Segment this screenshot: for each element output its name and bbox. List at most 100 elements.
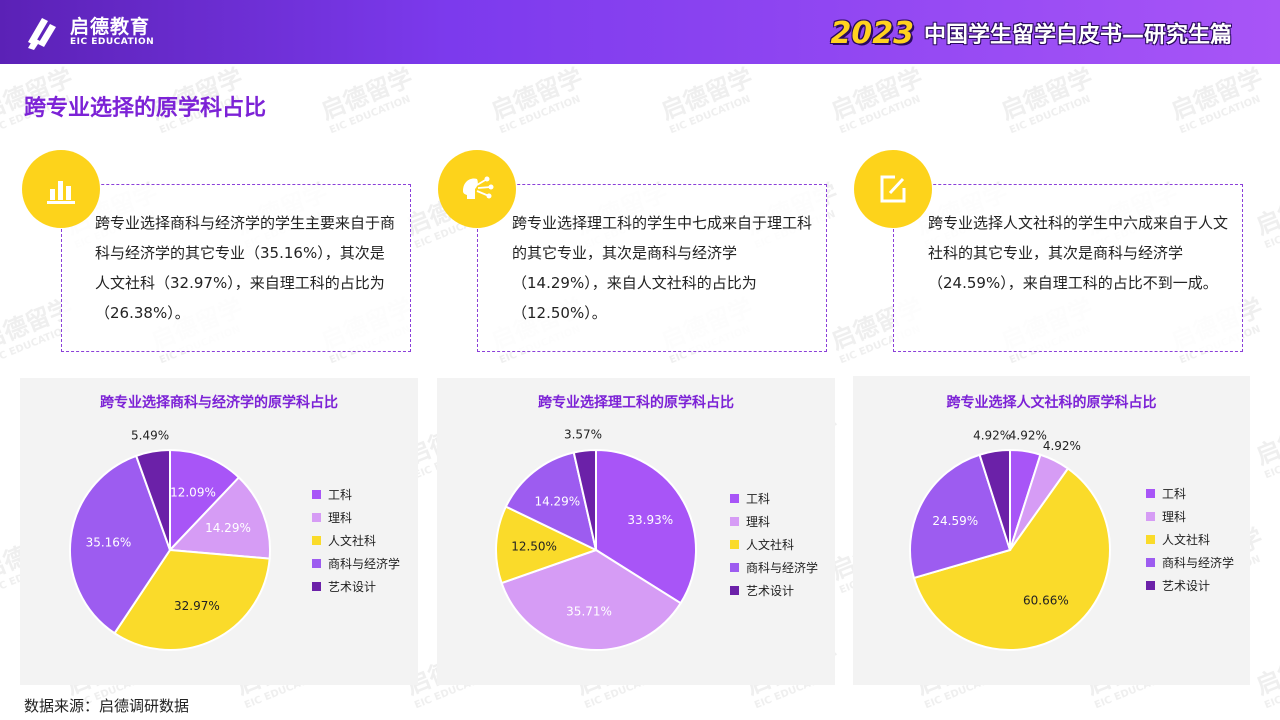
legend-label: 工科	[328, 488, 353, 502]
legend-item-humanities-1: 理科	[1146, 505, 1234, 528]
legend-label: 理科	[328, 511, 353, 525]
pie-slice-stem-1	[500, 548, 683, 651]
legend-swatch	[312, 582, 321, 591]
legend-swatch	[1146, 535, 1155, 544]
pie-slice-stem-4	[572, 448, 597, 551]
legend-label: 艺术设计	[746, 584, 795, 598]
legend-swatch	[312, 536, 321, 545]
legend-swatch	[1146, 558, 1155, 567]
brain-network-icon	[463, 176, 494, 199]
pie-label-business-1: 14.29%	[205, 521, 251, 535]
legend-label: 商科与经济学	[1162, 556, 1235, 570]
legend-item-stem-0: 工科	[730, 487, 818, 510]
pie-label-stem-2: 12.50%	[511, 540, 557, 554]
chart-title-humanities: 跨专业选择人文社科的原学科占比	[946, 395, 1157, 411]
report-title: 2023 中国学生留学白皮书—研究生篇	[830, 14, 1232, 52]
pie-label-humanities-0: 4.92%	[1009, 428, 1047, 442]
pie-label-business-4: 5.49%	[131, 429, 169, 443]
legend-label: 工科	[746, 492, 771, 506]
report-title-text: 中国学生留学白皮书—研究生篇	[923, 23, 1232, 48]
legend-label: 人文社科	[1162, 533, 1211, 547]
legend-label: 人文社科	[746, 538, 795, 552]
description-box-humanities	[893, 184, 1243, 352]
edit-icon	[880, 175, 906, 203]
pie-slice-stem-2	[495, 505, 599, 585]
pie-slice-business-2	[113, 548, 271, 651]
pie-label-business-0: 12.09%	[170, 485, 216, 499]
pie-slice-humanities-2	[912, 467, 1111, 651]
legend-item-business-1: 理科	[312, 506, 400, 529]
chart-title-business: 跨专业选择商科与经济学的原学科占比	[100, 395, 338, 411]
card-icon-stem	[438, 150, 516, 228]
legend-item-humanities-4: 艺术设计	[1146, 574, 1234, 597]
legend-item-business-4: 艺术设计	[312, 575, 400, 598]
pie-slice-business-4	[134, 448, 171, 551]
description-box-stem	[477, 184, 827, 352]
legend-item-humanities-2: 人文社科	[1146, 528, 1234, 551]
bar-chart-icon	[47, 181, 75, 204]
legend-stem: 工科 理科 人文社科 商科与经济学 艺术设计	[730, 487, 818, 602]
pie-label-stem-4: 3.57%	[564, 428, 602, 442]
pie-label-stem-3: 14.29%	[534, 495, 580, 509]
legend-swatch	[730, 540, 739, 549]
legend-label: 人文社科	[328, 534, 377, 548]
legend-item-stem-1: 理科	[730, 510, 818, 533]
legend-item-stem-2: 人文社科	[730, 533, 818, 556]
legend-swatch	[1146, 489, 1155, 498]
data-source-note: 数据来源：启德调研数据	[24, 697, 190, 715]
pie-label-humanities-1: 4.92%	[1043, 439, 1081, 453]
pie-label-humanities-4: 4.92%	[973, 428, 1011, 442]
description-text-business: 跨专业选择商科与经济学的学生主要来自于商科与经济学的其它专业（35.16%），其…	[95, 214, 396, 322]
legend-swatch	[312, 490, 321, 499]
logo-name-cn: 启德教育	[70, 16, 151, 38]
pie-chart-stem: 33.93% 35.71% 12.50% 14.29% 3.57%	[495, 428, 697, 651]
legend-swatch	[730, 494, 739, 503]
pie-slice-humanities-4	[978, 448, 1011, 551]
description-box-business	[61, 184, 411, 352]
pie-label-humanities-3: 24.59%	[932, 514, 978, 528]
description-text-stem: 跨专业选择理工科的学生中七成来自于理工科的其它专业，其次是商科与经济学（14.2…	[512, 214, 813, 322]
section-title: 跨专业选择的原学科占比	[24, 96, 267, 121]
pie-chart-business: 12.09% 14.29% 32.97% 35.16% 5.49%	[69, 429, 271, 651]
legend-swatch	[1146, 512, 1155, 521]
pie-label-business-2: 32.97%	[174, 599, 220, 613]
legend-swatch	[730, 563, 739, 572]
pie-label-stem-0: 33.93%	[627, 513, 673, 527]
legend-item-humanities-0: 工科	[1146, 482, 1234, 505]
legend-label: 艺术设计	[328, 580, 377, 594]
legend-swatch	[1146, 581, 1155, 590]
pie-label-humanities-2: 60.66%	[1023, 594, 1069, 608]
description-text-humanities: 跨专业选择人文社科的学生中六成来自于人文社科的其它专业，其次是商科与经济学（24…	[928, 214, 1229, 292]
legend-swatch	[312, 559, 321, 568]
pie-slice-business-1	[167, 476, 271, 560]
header-bar: 启德教育 EIC EDUCATION 2023 中国学生留学白皮书—研究生篇	[0, 0, 1280, 64]
pie-chart-humanities: 4.92%4.92%60.66%24.59%4.92%	[909, 428, 1111, 651]
logo-mark-icon	[28, 18, 56, 50]
legend-item-humanities-3: 商科与经济学	[1146, 551, 1234, 574]
pie-slice-business-0	[169, 448, 241, 553]
report-year: 2023	[830, 15, 914, 51]
legend-business: 工科理科人文社科商科与经济学 艺术设计	[312, 483, 400, 598]
legend-item-business-3: 商科与经济学	[312, 552, 400, 575]
legend-label: 理科	[1162, 510, 1187, 524]
legend-label: 艺术设计	[1162, 579, 1211, 593]
legend-label: 商科与经济学	[328, 557, 401, 571]
legend-item-business-0: 工科	[312, 483, 400, 506]
legend-swatch	[312, 513, 321, 522]
legend-swatch	[730, 586, 739, 595]
legend-label: 工科	[1162, 487, 1187, 501]
legend-humanities: 工科理科人文社科商科与经济学 艺术设计	[1146, 482, 1234, 597]
pie-label-business-3: 35.16%	[86, 535, 132, 549]
chart-title-stem: 跨专业选择理工科的原学科占比	[538, 395, 734, 411]
pie-slice-business-3	[69, 454, 172, 635]
card-icon-business	[22, 150, 100, 228]
legend-label: 理科	[746, 515, 771, 529]
